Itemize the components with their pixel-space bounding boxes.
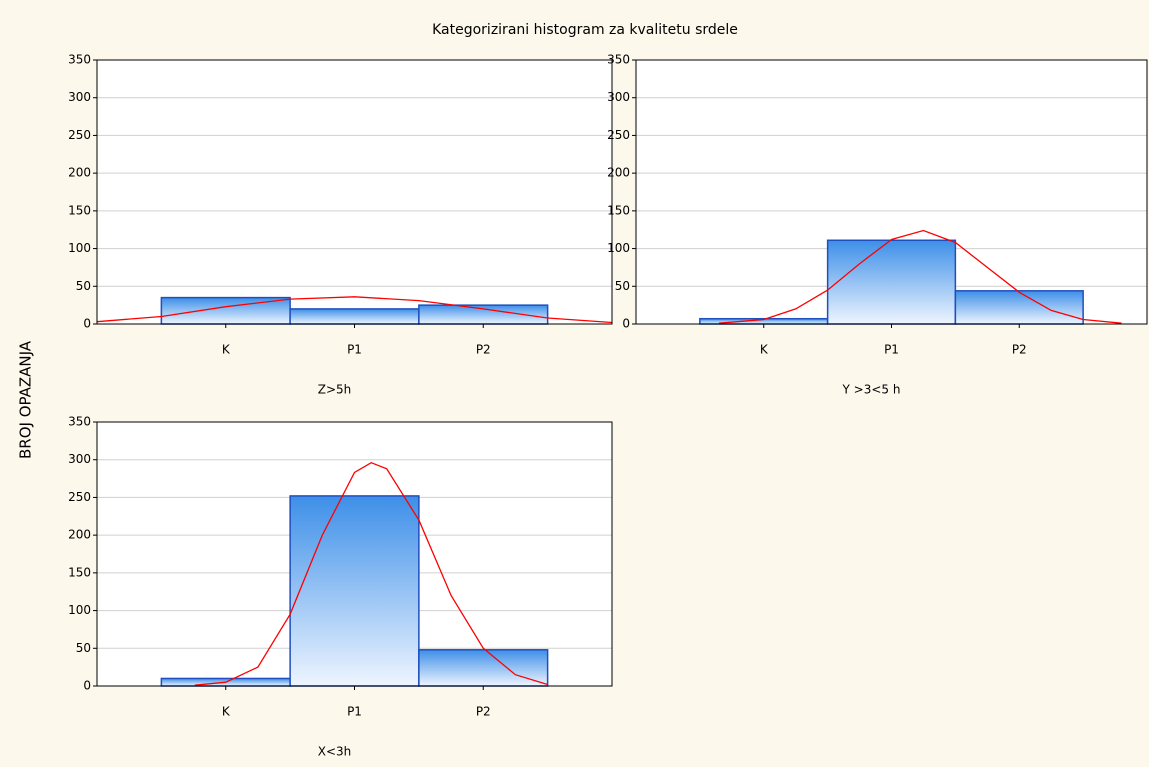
y-tick-label: 0 [83,679,91,693]
x-tick-label: P2 [1012,343,1027,357]
y-tick-label: 100 [607,241,630,255]
bar [826,239,957,325]
x-axis-label: Z>5h [318,383,352,397]
x-axis-label: Y >3<5 h [842,383,901,397]
x-tick-label: P1 [347,705,362,719]
y-tick-label: 300 [68,452,91,466]
y-tick-label: 0 [83,317,91,331]
bar [418,649,549,687]
y-tick-label: 50 [76,279,91,293]
x-tick-label: P2 [476,343,491,357]
y-tick-label: 250 [68,490,91,504]
y-tick-label: 50 [615,279,630,293]
x-tick-label: K [760,343,769,357]
y-tick-label: 150 [607,203,630,217]
bar [289,495,420,687]
y-tick-label: 50 [76,641,91,655]
plot-frame [635,59,1148,325]
bar [289,308,420,325]
plot-frame [96,421,613,687]
x-tick-label: P2 [476,705,491,719]
y-tick-label: 250 [607,128,630,142]
y-tick-label: 200 [607,166,630,180]
y-axis-label: BROJ OPAZANJA [17,340,35,459]
y-tick-label: 100 [68,241,91,255]
y-tick-label: 150 [68,565,91,579]
fit-curve [96,296,613,324]
x-tick-label: K [222,705,231,719]
y-tick-label: 200 [68,166,91,180]
y-tick-label: 150 [68,203,91,217]
y-tick-label: 350 [68,415,91,429]
bar [418,304,549,325]
plot-area [97,60,612,324]
y-tick-label: 0 [622,317,630,331]
chart-title: Kategorizirani histogram za kvalitetu sr… [432,22,738,38]
fit-curve [718,229,1122,324]
y-tick-label: 350 [68,53,91,67]
x-tick-label: P1 [884,343,899,357]
x-axis-label: X<3h [318,745,352,759]
y-tick-label: 200 [68,528,91,542]
y-tick-label: 250 [68,128,91,142]
fit-curve [194,461,548,686]
x-tick-label: P1 [347,343,362,357]
y-tick-label: 300 [68,90,91,104]
x-tick-label: K [222,343,231,357]
bar [954,290,1084,325]
y-tick-label: 350 [607,53,630,67]
plot-frame [96,59,613,325]
y-tick-label: 100 [68,603,91,617]
y-tick-label: 300 [607,90,630,104]
